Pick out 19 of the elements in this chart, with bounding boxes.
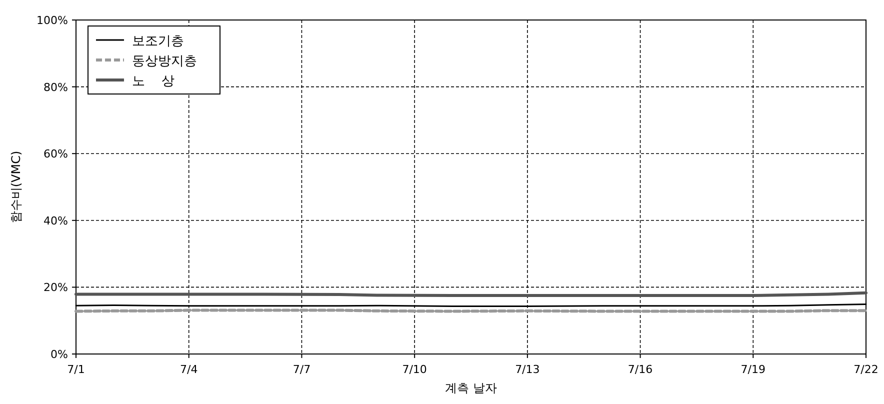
x-tick-label: 7/7 (292, 363, 311, 376)
y-tick-label: 100% (36, 14, 68, 27)
y-tick-label: 80% (44, 80, 68, 94)
y-tick-label: 60% (44, 148, 68, 161)
legend-label: 동상방지층 (132, 54, 197, 69)
x-tick-label: 7/13 (515, 363, 540, 376)
x-tick-label: 7/10 (402, 363, 427, 376)
legend-label: 보조기층 (132, 34, 184, 49)
y-tick-label: 0% (50, 348, 68, 361)
x-tick-label: 7/4 (180, 363, 198, 376)
x-tick-label: 7/19 (740, 363, 766, 376)
x-axis-title: 계측 날자 (445, 381, 497, 395)
y-tick-label: 20% (44, 281, 68, 294)
y-axis-title: 함수비(VMC) (9, 150, 23, 224)
x-tick-label: 7/16 (628, 363, 653, 376)
legend-label: 노 상 (132, 74, 175, 89)
y-tick-label: 40% (44, 214, 68, 228)
x-tick-label: 7/22 (854, 363, 878, 376)
x-tick-label: 7/1 (67, 363, 85, 376)
